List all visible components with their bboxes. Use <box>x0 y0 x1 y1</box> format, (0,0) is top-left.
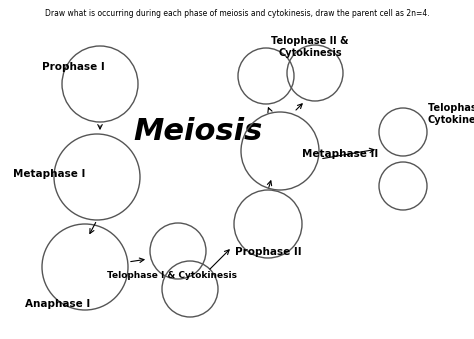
Text: Prophase II: Prophase II <box>235 247 301 257</box>
Text: Telophase I & Cytokinesis: Telophase I & Cytokinesis <box>107 271 237 279</box>
Text: Metaphase II: Metaphase II <box>302 149 378 159</box>
Text: Anaphase I: Anaphase I <box>25 299 90 309</box>
Text: Draw what is occurring during each phase of meiosis and cytokinesis, draw the pa: Draw what is occurring during each phase… <box>45 9 429 18</box>
Text: Telophase II &
Cytokinesis: Telophase II & Cytokinesis <box>271 36 349 58</box>
Text: Prophase I: Prophase I <box>42 62 105 72</box>
Text: Telophase II &
Cytokinesis: Telophase II & Cytokinesis <box>428 103 474 125</box>
Text: Meiosis: Meiosis <box>133 117 263 145</box>
Text: Metaphase I: Metaphase I <box>13 169 85 179</box>
